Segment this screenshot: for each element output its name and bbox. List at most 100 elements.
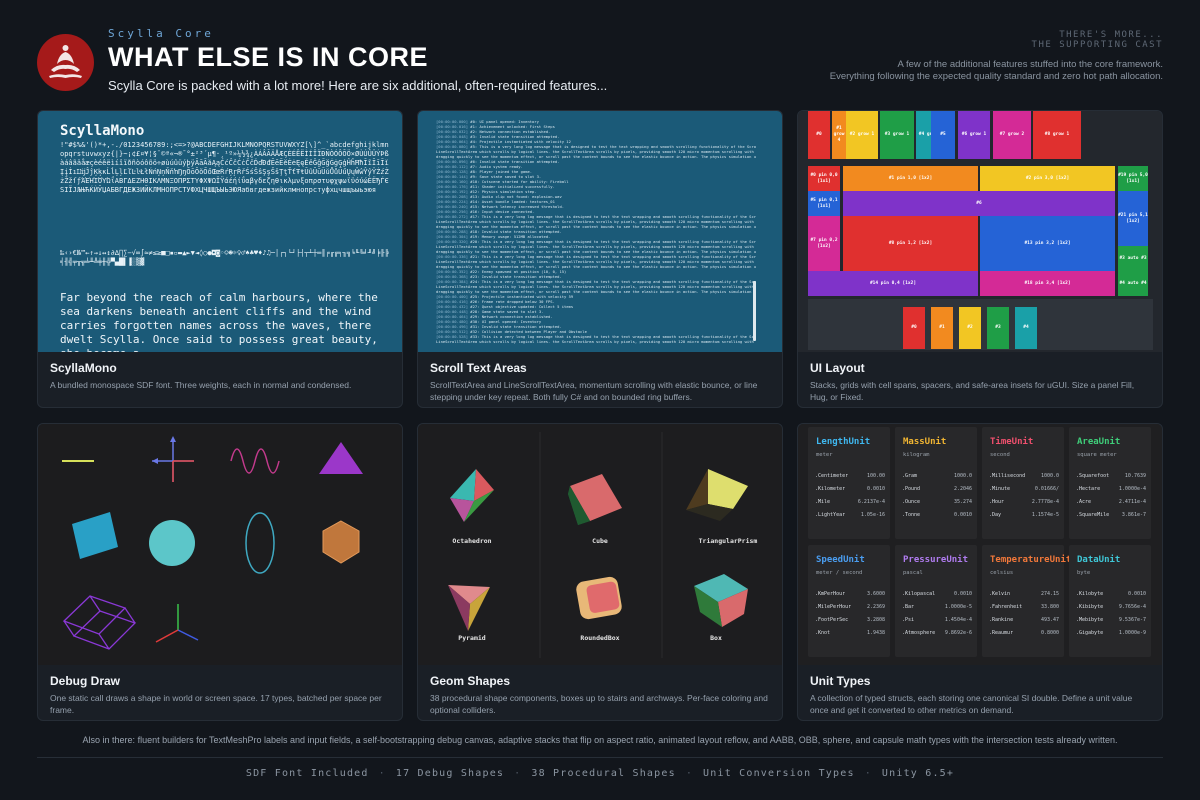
- log-line: [00:00:00.496] #31: Invalid state transi…: [436, 324, 756, 329]
- unit-conversion-row: .Centimeter 100.00: [815, 473, 885, 481]
- page-title: WHAT ELSE IS IN CORE: [108, 42, 429, 72]
- log-message: #28: Game state saved to slot 3.: [470, 309, 544, 314]
- log-timestamp: [00:00:00.320]: [436, 239, 471, 244]
- log-timestamp: [00:00:00.368]: [436, 274, 471, 279]
- unit-conversion-name: .Tonne: [902, 512, 921, 518]
- log-timestamp: [00:00:00.432]: [436, 304, 471, 309]
- unit-conversion-name: .Atmosphere: [902, 630, 936, 636]
- unit-conversion-row: .Hour 2.7778e-4: [989, 499, 1059, 507]
- log-message: #3: Invalid state transition attempted.: [470, 134, 560, 139]
- log-line: [00:00:00.512] #32: Collision detected b…: [436, 329, 756, 334]
- debug-draw-preview: [38, 424, 402, 665]
- layout-cell: #8 grow 1: [1033, 111, 1081, 159]
- unit-conversion-row: .FootPerSec 3.2808: [815, 617, 885, 625]
- layout-cell: #2 pin 3,0 [1x2]: [980, 166, 1115, 191]
- debug-wire-cube: [62, 595, 137, 650]
- log-timestamp: [00:00:00.272]: [436, 214, 471, 219]
- layout-cell: #3 auto #3: [1118, 246, 1148, 271]
- log-message: #33: This is a very long log message tha…: [470, 334, 756, 339]
- unit-conversion-value: 3.6000: [866, 591, 885, 597]
- unit-base: pascal: [903, 570, 923, 576]
- log-line: [00:00:00.480] #30: UI panel opened: Inv…: [436, 319, 756, 324]
- card-title: Debug Draw: [50, 674, 121, 688]
- log-message: dragging quickly to see the momentum eff…: [436, 154, 756, 159]
- log-timestamp: [00:00:00.208]: [436, 194, 471, 199]
- unit-conversion-name: .Centimeter: [815, 473, 849, 479]
- log-scrollbar[interactable]: [753, 281, 756, 341]
- unit-conversion-row: .MilePerHour 2.2369: [815, 604, 885, 612]
- unit-base: square meter: [1077, 452, 1117, 458]
- unit-conversion-value: 0.0010: [953, 591, 972, 597]
- unit-base: celsius: [990, 570, 1014, 576]
- log-message: dragging quickly to see the momentum eff…: [436, 264, 756, 269]
- unit-conversion-name: .Kilopascal: [902, 591, 936, 597]
- unit-conversion-name: .Ounce: [902, 499, 921, 505]
- geom-shapes-preview: Octahedron Cube TriangularPrism Pyramid …: [418, 424, 782, 665]
- unit-conversion-value: 274.15: [1040, 591, 1059, 597]
- log-message: #22: Enemy spawned at position (10, 0, 1…: [470, 269, 567, 274]
- log-message: LineScrollTextArea which scrolls by logi…: [436, 339, 756, 344]
- feature-card-scyllamono: ScyllaMono !"#$%&'()*+,-./0123456789:;<=…: [37, 110, 403, 408]
- log-line: [00:00:00.256] #16: Input device connect…: [436, 209, 756, 214]
- log-line: [00:00:00.416] #26: Frame rate dropped b…: [436, 299, 756, 304]
- log-timestamp: [00:00:00.400]: [436, 294, 471, 299]
- log-line: [00:00:00.128] #8: Player joined the gam…: [436, 169, 756, 174]
- log-scroll-area[interactable]: [00:00:00.000] #0: UI panel opened: Inve…: [436, 119, 756, 349]
- log-line: [00:00:00.224] #14: Asset bundle loaded:…: [436, 199, 756, 204]
- log-line: LineScrollTextArea which scrolls by logi…: [436, 244, 756, 249]
- footer-divider: [37, 757, 1163, 758]
- unit-conversion-row: .Gram 1000.0: [902, 473, 972, 481]
- unit-conversion-row: .Kilometer 0.0010: [815, 486, 885, 494]
- glyph-atlas-symbols: ‰‹›€№™←↑→↓↔↕∂∆∏∑−√∞∫≈≠≤≥■□▪▫▬▲►▼◄◊○●◘◙◦☺…: [60, 249, 389, 266]
- unit-card: DataUnit byte .Kilobyte 0.0010 .Kibibyte 9.76…: [1069, 545, 1151, 657]
- unit-conversion-value: 1000.0: [953, 473, 972, 479]
- log-timestamp: [00:00:00.528]: [436, 334, 471, 339]
- log-message: #1: Achievement unlocked: First Steps: [470, 124, 555, 129]
- unit-name: SpeedUnit: [816, 555, 865, 565]
- log-preview: [00:00:00.000] #0: UI panel opened: Inve…: [418, 111, 782, 352]
- layout-cell: #13 pin 3,2 [1x2]: [980, 216, 1115, 271]
- layout-cell: #6 grow 1: [958, 111, 990, 159]
- unit-conversion-value: 2.2046: [953, 486, 972, 492]
- unit-base: meter: [816, 452, 833, 458]
- unit-conversion-value: 1.0000e-4: [1118, 486, 1146, 492]
- shape-label-box: Box: [710, 634, 722, 642]
- layout-cell: #21 pin 5,1 [1x2]: [1118, 191, 1148, 246]
- layout-cell: #2 grow 1: [846, 111, 878, 159]
- layout-cell: #5 pin 0,1 [1x1]: [808, 191, 840, 216]
- log-timestamp: [00:00:00.192]: [436, 189, 471, 194]
- pill-separator: ·: [378, 768, 386, 779]
- log-timestamp: [00:00:00.144]: [436, 174, 471, 179]
- brand-eyebrow: Scylla Core: [108, 27, 214, 40]
- unit-conversion-name: .Gigabyte: [1076, 630, 1104, 636]
- log-line: [00:00:00.400] #25: Projectile instantia…: [436, 294, 756, 299]
- layout-cell: #0 pin 0,0 [1x1]: [808, 166, 840, 191]
- font-name: ScyllaMono: [60, 123, 145, 139]
- unit-conversion-row: .Pound 2.2046: [902, 486, 972, 494]
- layout-cell: #14 pin 0,4 [1x2]: [808, 271, 978, 296]
- log-timestamp: [00:00:00.080]: [436, 144, 471, 149]
- card-title: Scroll Text Areas: [430, 361, 527, 375]
- unit-conversion-row: .Fahrenheit 33.800: [989, 604, 1059, 612]
- log-message: #27: Quest objective updated: Collect 5 …: [470, 304, 574, 309]
- blurb-line2: Everything following the expected qualit…: [829, 71, 1163, 82]
- unit-conversion-row: .Acre 2.4711e-4: [1076, 499, 1146, 507]
- unit-conversion-row: .SquareMile 3.861e-7: [1076, 512, 1146, 520]
- log-timestamp: [00:00:00.352]: [436, 269, 471, 274]
- glyph-atlas: !"#$%&'()*+,-./0123456789:;<=>?@ABCDEFGH…: [60, 141, 389, 194]
- font-sample-prose: Far beyond the reach of calm harbours, w…: [60, 291, 378, 352]
- log-timestamp: [00:00:00.512]: [436, 329, 471, 334]
- unit-conversion-value: 2.2369: [866, 604, 885, 610]
- triangular-prism-shape: [686, 469, 748, 521]
- cube-shape: [568, 474, 622, 525]
- pill-separator: ·: [685, 768, 694, 779]
- log-line: [00:00:00.272] #17: This is a very long …: [436, 214, 756, 219]
- unit-conversion-name: .Psi: [902, 617, 915, 623]
- layout-cell: #0: [808, 111, 830, 159]
- unit-conversion-value: 6.2137e-4: [857, 499, 885, 505]
- font-preview: ScyllaMono !"#$%&'()*+,-./0123456789:;<=…: [38, 111, 402, 352]
- log-line: [00:00:00.192] #12: Physics simulation s…: [436, 189, 756, 194]
- unit-card: PressureUnit pascal .Kilopascal 0.0010 .Bar 1…: [895, 545, 977, 657]
- layout-cell: #18 pin 3,4 [1x2]: [980, 271, 1115, 296]
- shape-label-octahedron: Octahedron: [452, 537, 492, 545]
